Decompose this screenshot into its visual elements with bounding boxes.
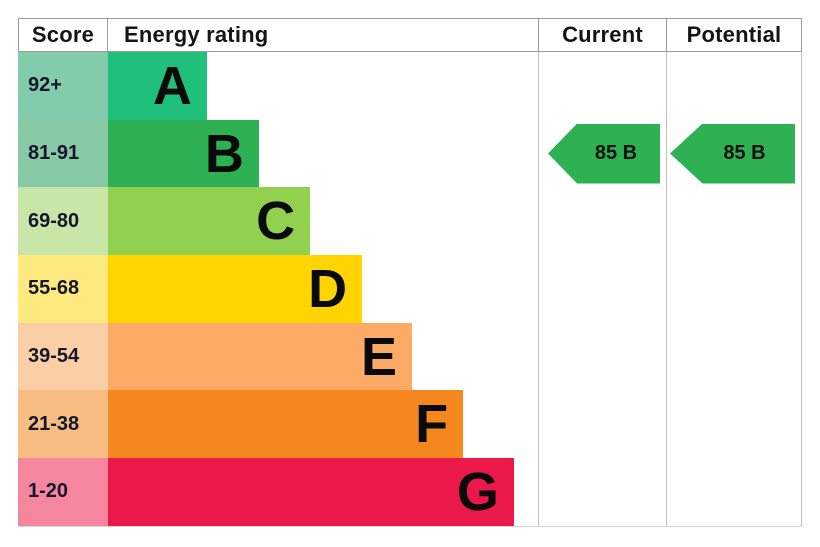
potential-cell-f [666, 390, 802, 459]
band-letter-b: B [204, 123, 244, 184]
band-bar-b: B [108, 119, 259, 188]
score-range-e: 39-54 [18, 322, 108, 391]
current-rating-label: 85 B [594, 142, 638, 165]
current-cell-b: 85 B [538, 119, 666, 188]
band-bar-c: C [108, 187, 311, 256]
band-row-a: A [108, 52, 538, 120]
band-row-f: F [108, 390, 538, 459]
band-bar-e: E [108, 322, 412, 391]
header-potential: Potential [666, 18, 802, 52]
band-row-d: D [108, 255, 538, 323]
potential-cell-e [666, 322, 802, 391]
current-cell-e [538, 322, 666, 391]
current-cell-f [538, 390, 666, 459]
current-cell-c [538, 187, 666, 256]
band-letter-g: G [456, 461, 499, 522]
score-range-c: 69-80 [18, 187, 108, 256]
band-row-b: B [108, 119, 538, 188]
band-letter-f: F [415, 394, 449, 455]
potential-cell-a [666, 52, 802, 120]
band-row-e: E [108, 322, 538, 391]
epc-chart: Score Energy rating Current Potential 92… [18, 18, 802, 527]
band-row-g: G [108, 458, 538, 526]
potential-cell-g [666, 458, 802, 526]
band-row-c: C [108, 187, 538, 256]
potential-rating-arrow: 85 B [670, 123, 795, 184]
score-range-d: 55-68 [18, 255, 108, 323]
band-letter-c: C [256, 191, 296, 252]
current-cell-d [538, 255, 666, 323]
current-rating-arrow: 85 B [548, 123, 660, 184]
current-cell-a [538, 52, 666, 120]
potential-rating-label: 85 B [723, 142, 766, 165]
header-current: Current [538, 18, 666, 52]
current-cell-g [538, 458, 666, 526]
score-range-f: 21-38 [18, 390, 108, 459]
header-score: Score [18, 18, 108, 52]
potential-cell-b: 85 B [666, 119, 802, 188]
band-letter-d: D [308, 258, 348, 319]
score-range-a: 92+ [18, 52, 108, 120]
score-range-g: 1-20 [18, 458, 108, 526]
header-energy-rating: Energy rating [108, 18, 538, 52]
band-letter-a: A [152, 55, 192, 116]
band-bar-g: G [108, 458, 514, 526]
band-bar-a: A [108, 52, 207, 120]
potential-cell-c [666, 187, 802, 256]
band-bar-f: F [108, 390, 464, 459]
band-bar-d: D [108, 255, 363, 323]
score-range-b: 81-91 [18, 119, 108, 188]
potential-cell-d [666, 255, 802, 323]
band-letter-e: E [360, 326, 397, 387]
